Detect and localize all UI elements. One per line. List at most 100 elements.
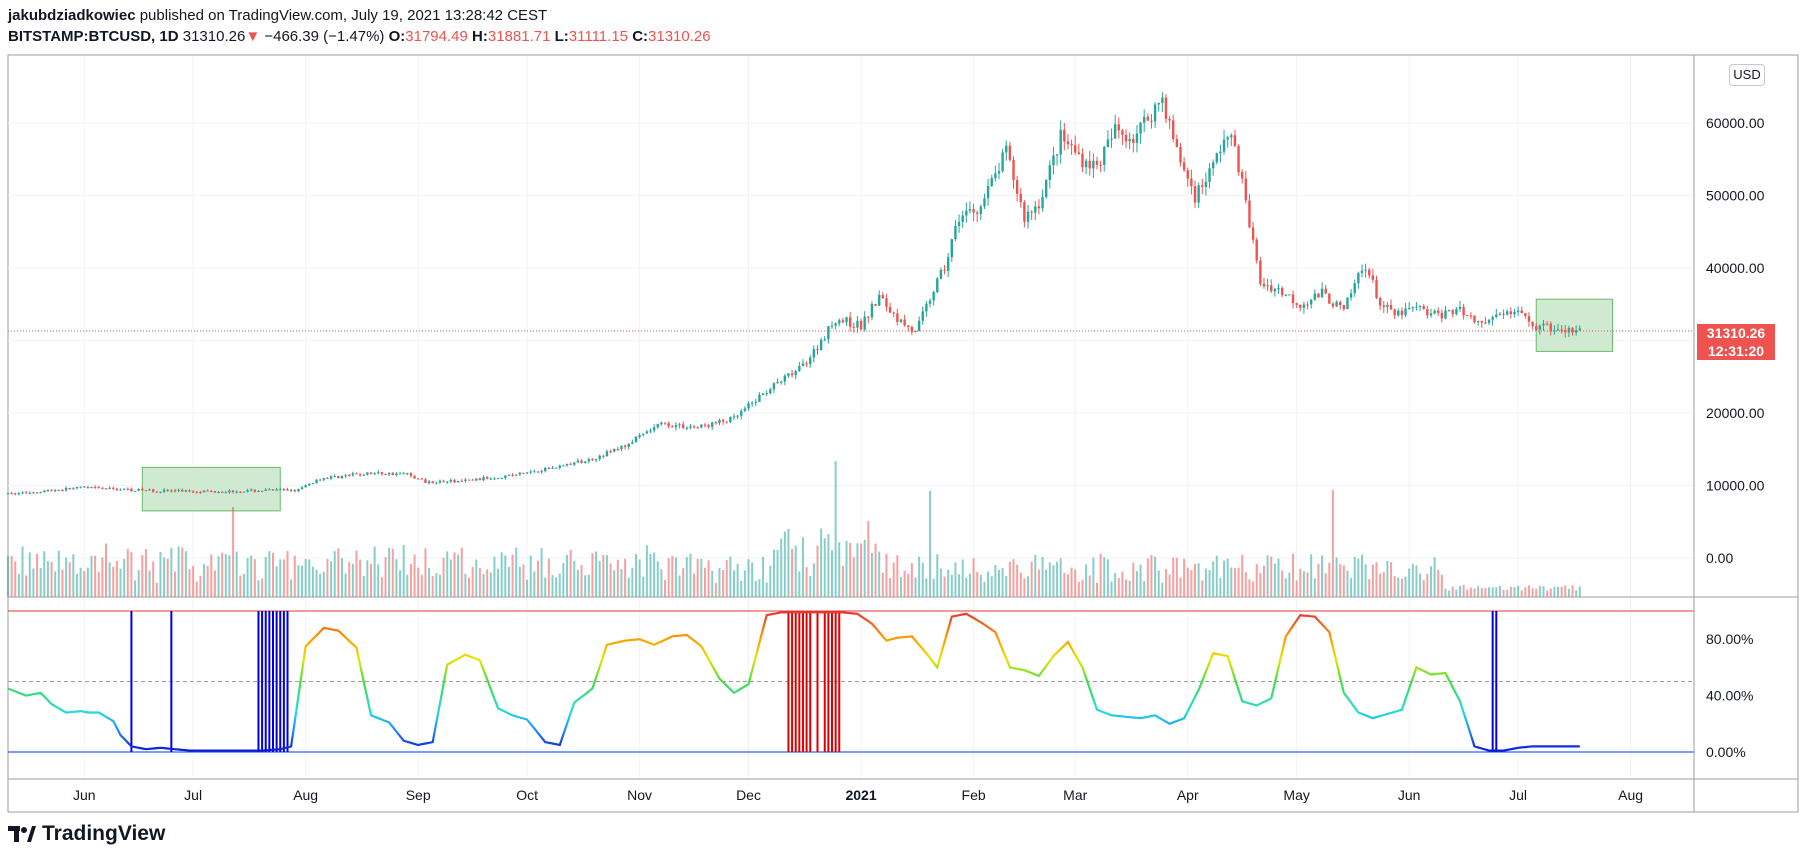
candle-body — [968, 209, 972, 211]
candle-body — [90, 486, 93, 488]
currency-label[interactable]: USD — [1729, 64, 1765, 86]
candle-body — [210, 490, 213, 492]
candle-body — [841, 320, 845, 323]
candle-body — [1095, 160, 1099, 165]
candle-body — [438, 480, 442, 483]
candle-body — [965, 210, 968, 216]
candle-body — [181, 489, 184, 492]
candle-body — [21, 492, 24, 494]
countdown-timer: 12:31:20 — [1707, 343, 1765, 359]
oscillator-axis[interactable]: 0.00% 40.00% 80.00% — [1706, 631, 1753, 760]
candle-body — [1349, 293, 1353, 298]
time-tick-label: Jun — [73, 787, 96, 803]
candle-body — [489, 478, 492, 480]
candle-body — [1270, 285, 1273, 292]
candle-body — [703, 424, 707, 426]
candle-body — [344, 475, 347, 477]
candle-body — [1538, 325, 1542, 330]
candle-body — [845, 317, 848, 323]
candle-body — [696, 427, 699, 429]
candle-body — [823, 339, 826, 341]
candle-body — [460, 480, 463, 482]
candle-body — [1466, 315, 1469, 317]
candle-body — [380, 472, 384, 475]
candle-body — [75, 486, 79, 489]
candle-body — [24, 492, 28, 494]
candle-body — [402, 473, 405, 475]
candle-body — [1411, 307, 1415, 309]
candle-body — [903, 319, 906, 326]
candle-body — [986, 186, 990, 199]
candle-body — [1535, 326, 1538, 330]
candle-body — [1476, 320, 1480, 323]
candle-body — [373, 473, 376, 475]
candle-body — [1386, 305, 1389, 307]
candle-body — [794, 371, 797, 376]
candle-body — [990, 178, 993, 187]
candle-body — [779, 381, 783, 383]
candle-body — [819, 339, 823, 350]
candle-body — [1023, 202, 1026, 222]
candle-body — [39, 492, 42, 494]
candle-body — [366, 472, 369, 475]
candle-body — [79, 486, 82, 488]
candle-body — [892, 312, 895, 314]
candle-body — [1382, 305, 1385, 307]
candle-body — [805, 363, 808, 365]
candle-body — [337, 476, 340, 478]
candle-body — [1498, 313, 1502, 315]
candle-body — [544, 467, 547, 472]
candle-body — [1556, 329, 1560, 331]
time-tick-label: Jun — [1398, 787, 1421, 803]
candle-body — [587, 459, 590, 462]
candle-body — [384, 474, 387, 476]
candle-body — [848, 317, 852, 327]
candle-body — [660, 422, 663, 425]
candle-body — [1139, 122, 1142, 134]
candle-body — [863, 316, 866, 330]
candle-body — [914, 330, 917, 332]
candle-body — [1335, 301, 1338, 307]
symbol-name[interactable]: BITSTAMP:BTCUSD, 1D — [8, 28, 179, 45]
candle-body — [351, 473, 355, 476]
candle-body — [507, 474, 511, 476]
candle-body — [1251, 227, 1255, 240]
author-name[interactable]: jakubdziadkowiec — [8, 7, 136, 24]
osc-tick-label: 0.00% — [1706, 744, 1746, 760]
candle-body — [994, 173, 997, 179]
candle-body — [1389, 305, 1393, 310]
candle-body — [35, 492, 39, 494]
candle-body — [420, 478, 424, 480]
tradingview-logo[interactable]: TradingView — [8, 822, 165, 846]
candle-body — [108, 487, 111, 489]
candle-body — [1041, 196, 1044, 209]
candle-body — [304, 485, 307, 488]
candle-body — [1074, 145, 1077, 153]
candle-body — [1487, 319, 1491, 323]
time-axis[interactable]: Jun Jul Aug Sep Oct Nov Dec 2021 Feb Mar Apr May Jun… — [73, 787, 1643, 803]
candle-body — [645, 431, 649, 434]
candle-body — [166, 489, 169, 491]
candle-body — [1001, 152, 1004, 172]
candle-body — [939, 269, 943, 279]
candle-body — [1342, 304, 1346, 310]
candle-body — [268, 489, 271, 491]
candle-body — [790, 373, 794, 376]
candle-body — [1208, 168, 1211, 182]
candle-body — [1063, 129, 1066, 142]
candle-body — [747, 403, 750, 409]
candle-body — [576, 460, 580, 463]
candle-body — [275, 489, 278, 491]
candle-body — [1560, 329, 1563, 331]
candle-body — [1397, 310, 1400, 316]
candle-body — [427, 481, 431, 484]
candle-body — [1044, 179, 1048, 197]
candle-body — [580, 460, 583, 464]
candle-body — [155, 491, 159, 493]
candle-body — [1255, 239, 1258, 261]
candle-body — [141, 488, 144, 491]
candle-body — [711, 422, 714, 427]
candle-body — [57, 489, 61, 491]
oscillator-pane — [7, 610, 1694, 753]
